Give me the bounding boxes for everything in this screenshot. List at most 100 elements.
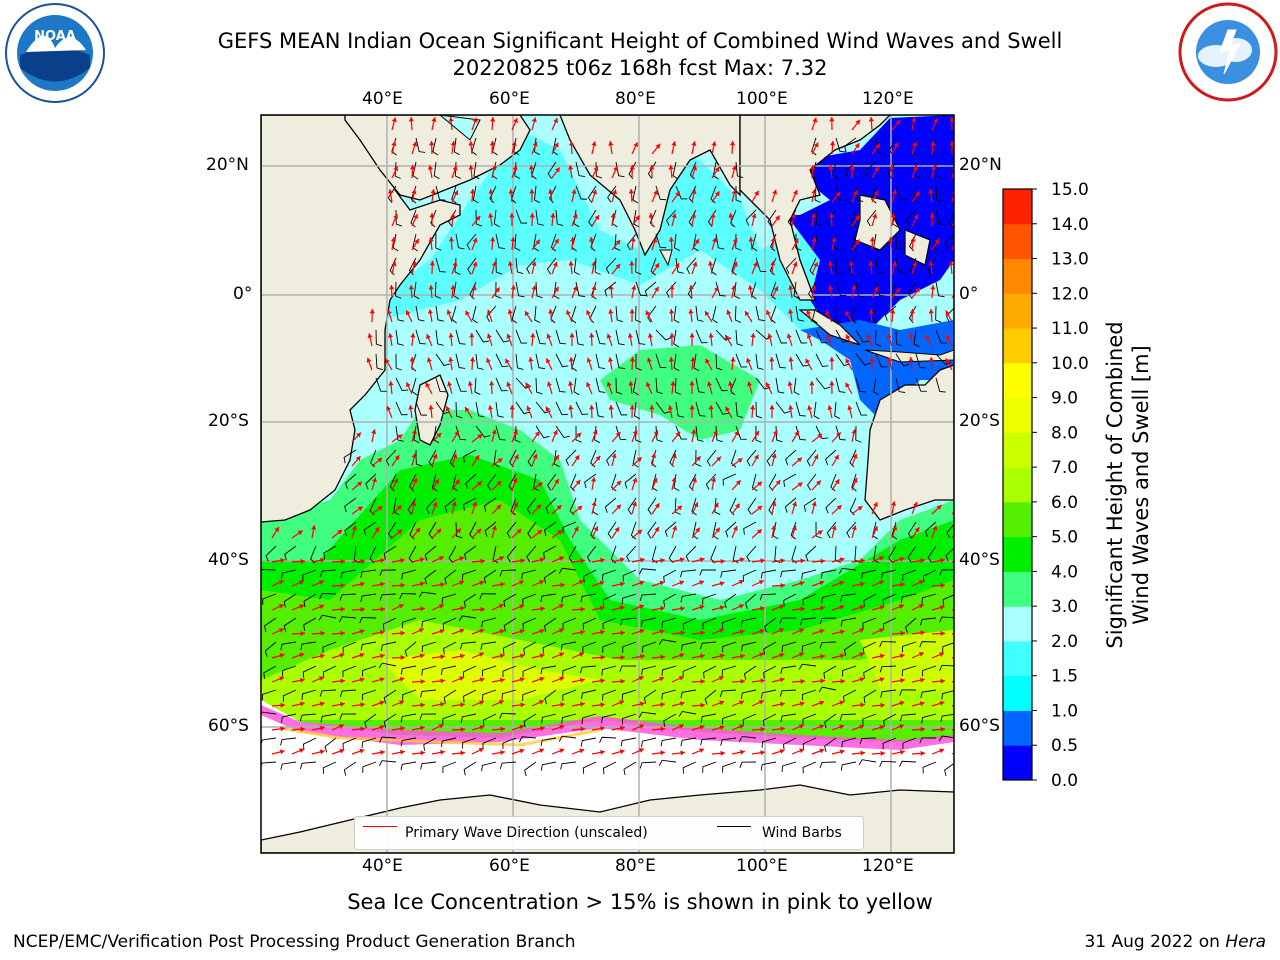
wind-barb bbox=[542, 641, 557, 654]
wave-direction-arrowhead bbox=[553, 142, 559, 148]
wind-barb bbox=[319, 593, 337, 600]
wave-direction-arrowhead bbox=[454, 430, 459, 436]
lon-label-top: 120°E bbox=[862, 89, 914, 109]
wave-direction-arrowhead bbox=[631, 285, 637, 290]
wind-barb bbox=[632, 449, 639, 468]
wave-direction-arrowhead bbox=[899, 556, 905, 562]
wave-direction-arrowhead bbox=[615, 432, 621, 438]
wave-direction-arrowhead bbox=[530, 333, 536, 338]
wave-direction-arrowhead bbox=[713, 286, 719, 292]
wind-barb bbox=[955, 258, 961, 274]
wave-direction-arrowhead bbox=[725, 406, 730, 412]
wave-direction-arrowhead bbox=[826, 334, 831, 340]
wave-direction-arrowhead bbox=[792, 189, 798, 195]
wave-direction-arrowhead bbox=[619, 581, 625, 587]
wave-direction-arrowhead bbox=[453, 190, 459, 196]
wind-barb bbox=[430, 209, 437, 228]
wave-direction-arrowhead bbox=[886, 333, 892, 339]
wave-direction-legend-label: Primary Wave Direction (unscaled) bbox=[405, 825, 648, 841]
wind-barb bbox=[673, 305, 680, 324]
wave-direction-arrowhead bbox=[580, 677, 585, 683]
wave-direction-arrowhead bbox=[646, 382, 651, 388]
wind-barb bbox=[595, 377, 606, 393]
wave-direction-arrowhead bbox=[498, 556, 504, 561]
wave-direction-arrowhead bbox=[714, 191, 720, 197]
wave-direction-arrowhead bbox=[537, 482, 543, 488]
wave-direction-arrowhead bbox=[692, 477, 697, 483]
wind-barb bbox=[658, 759, 677, 766]
wave-direction-arrowhead bbox=[729, 141, 736, 146]
wave-direction-arrowhead bbox=[654, 503, 660, 509]
wind-barb bbox=[841, 737, 857, 748]
lat-label-right: 0° bbox=[959, 284, 979, 304]
wind-barb bbox=[463, 497, 477, 511]
wind-barb bbox=[601, 713, 617, 724]
wind-barb bbox=[920, 689, 937, 699]
wave-direction-arrowhead bbox=[600, 678, 605, 684]
wave-direction-arrowhead bbox=[391, 141, 397, 147]
wave-direction-arrowhead bbox=[939, 605, 945, 611]
wave-direction-arrowhead bbox=[880, 702, 885, 708]
wind-barb bbox=[541, 713, 557, 724]
wave-direction-arrowhead bbox=[678, 676, 684, 681]
wind-barb bbox=[813, 401, 820, 420]
wind-barb bbox=[282, 689, 297, 702]
wave-direction-arrowhead bbox=[397, 529, 402, 535]
wind-barb bbox=[510, 497, 517, 516]
wind-barb bbox=[395, 209, 403, 227]
wave-direction-arrowhead bbox=[299, 580, 304, 585]
wind-barb bbox=[420, 689, 437, 698]
wind-barb bbox=[895, 233, 903, 251]
wave-direction-arrowhead bbox=[806, 333, 812, 339]
wind-barb bbox=[702, 617, 717, 630]
wave-direction-arrowhead bbox=[554, 238, 559, 244]
wind-barb bbox=[540, 761, 557, 771]
wind-barb bbox=[573, 257, 580, 276]
wind-barb bbox=[855, 329, 869, 343]
wave-direction-arrowhead bbox=[778, 628, 784, 633]
wave-direction-arrowhead bbox=[760, 558, 765, 564]
wave-direction-arrowhead bbox=[480, 558, 485, 564]
wind-barb bbox=[775, 353, 786, 369]
wave-direction-arrowhead bbox=[820, 558, 825, 564]
wind-barb bbox=[263, 665, 277, 679]
wave-direction-arrowhead bbox=[299, 748, 304, 753]
wave-direction-arrowhead bbox=[280, 558, 285, 564]
wave-direction-arrowhead bbox=[438, 604, 444, 609]
wave-direction-arrowhead bbox=[739, 557, 745, 563]
wind-barb bbox=[375, 353, 383, 371]
wave-direction-arrowhead bbox=[574, 455, 580, 461]
wave-direction-arrowhead bbox=[379, 724, 385, 730]
colorbar-segment bbox=[1003, 189, 1032, 225]
wave-direction-arrowhead bbox=[819, 724, 825, 730]
wind-barb bbox=[922, 569, 937, 583]
wave-direction-arrowhead bbox=[512, 477, 518, 483]
wind-barb bbox=[942, 642, 954, 653]
wave-direction-arrowhead bbox=[299, 701, 305, 707]
wave-direction-arrowhead bbox=[678, 724, 684, 729]
wave-direction-arrowhead bbox=[580, 701, 585, 707]
wind-barb bbox=[873, 545, 880, 564]
wind-barb bbox=[495, 377, 508, 392]
wave-direction-arrowhead bbox=[732, 525, 738, 531]
wave-direction-arrowhead bbox=[519, 604, 525, 610]
wave-direction-arrowhead bbox=[859, 628, 865, 634]
wave-direction-arrowhead bbox=[494, 287, 500, 293]
wave-direction-arrowhead bbox=[879, 605, 885, 611]
wind-barb bbox=[763, 665, 777, 679]
wave-direction-arrowhead bbox=[934, 238, 939, 244]
wave-direction-arrowhead bbox=[297, 530, 303, 536]
wind-barb bbox=[905, 209, 917, 226]
wave-direction-arrowhead bbox=[419, 725, 425, 731]
wave-direction-arrowhead bbox=[913, 214, 919, 220]
wave-direction-arrowhead bbox=[734, 430, 739, 436]
wind-barb bbox=[624, 473, 637, 489]
wind-barb bbox=[712, 305, 718, 324]
wind-barb bbox=[901, 665, 917, 677]
wind-barb bbox=[685, 545, 697, 562]
wind-barb bbox=[392, 233, 399, 252]
wave-direction-arrowhead bbox=[491, 261, 497, 267]
wave-direction-arrowhead bbox=[819, 628, 825, 634]
wind-barb bbox=[522, 617, 537, 630]
wave-direction-arrowhead bbox=[714, 167, 720, 173]
